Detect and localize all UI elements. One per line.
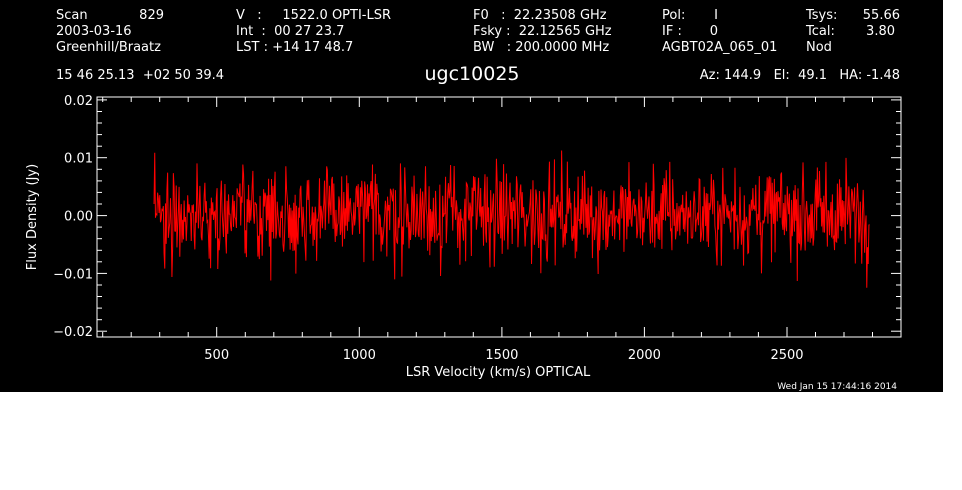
velocity-line: V : 1522.0 OPTI-LSR — [236, 8, 391, 23]
pol-value: I — [714, 8, 718, 23]
x-tick-label: 2000 — [628, 348, 661, 363]
y-tick-label: 0.02 — [64, 94, 93, 109]
x-tick-label: 500 — [204, 348, 229, 363]
y-tick-label: −0.01 — [53, 267, 93, 282]
project-id: AGBT02A_065_01 — [662, 40, 777, 55]
observer: Greenhill/Braatz — [56, 40, 161, 55]
lst-line: LST : +14 17 48.7 — [236, 40, 353, 55]
scan-label: Scan — [56, 8, 88, 23]
plot-frame — [96, 96, 902, 338]
tcal-label: Tcal: — [805, 24, 835, 39]
source-coordinates: 15 46 25.13 +02 50 39.4 — [56, 68, 224, 83]
integration-line: Int : 00 27 23.7 — [236, 24, 344, 39]
x-axis-label: LSR Velocity (km/s) OPTICAL — [406, 365, 591, 380]
procedure: Nod — [806, 40, 832, 55]
y-tick-labels: −0.02 −0.01 0.00 0.01 0.02 — [53, 94, 93, 340]
pol-label: Pol: — [662, 8, 685, 23]
az-el-ha: Az: 144.9 El: 49.1 HA: -1.48 — [700, 68, 900, 83]
tsys-value: 55.66 — [863, 8, 900, 23]
tcal-value: 3.80 — [866, 24, 895, 39]
y-tick-label: −0.02 — [53, 325, 93, 340]
sky-frequency-line: Fsky : 22.12565 GHz — [473, 24, 612, 39]
if-value: 0 — [710, 24, 718, 39]
plot-window: Scan 829 2003-03-16 Greenhill/Braatz 15 … — [0, 0, 943, 392]
y-tick-label: 0.00 — [64, 210, 93, 225]
obs-date: 2003-03-16 — [56, 24, 132, 39]
rest-frequency-line: F0 : 22.23508 GHz — [473, 8, 607, 23]
y-axis-ticks — [97, 99, 901, 332]
scan-value: 829 — [139, 8, 164, 23]
x-tick-label: 2500 — [770, 348, 803, 363]
bandwidth-line: BW : 200.0000 MHz — [473, 40, 609, 55]
tsys-label: Tsys: — [805, 8, 837, 23]
x-tick-labels: 500 1000 1500 2000 2500 — [204, 348, 803, 363]
spectrum-trace — [153, 150, 870, 288]
if-label: IF : — [662, 24, 682, 39]
y-axis-label: Flux Density (Jy) — [25, 164, 40, 270]
x-tick-label: 1000 — [343, 348, 376, 363]
plot-timestamp: Wed Jan 15 17:44:16 2014 — [777, 382, 897, 392]
y-tick-label: 0.01 — [64, 152, 93, 167]
chart-title: ugc10025 — [425, 63, 520, 85]
x-axis-ticks — [102, 97, 902, 337]
x-tick-label: 1500 — [485, 348, 518, 363]
